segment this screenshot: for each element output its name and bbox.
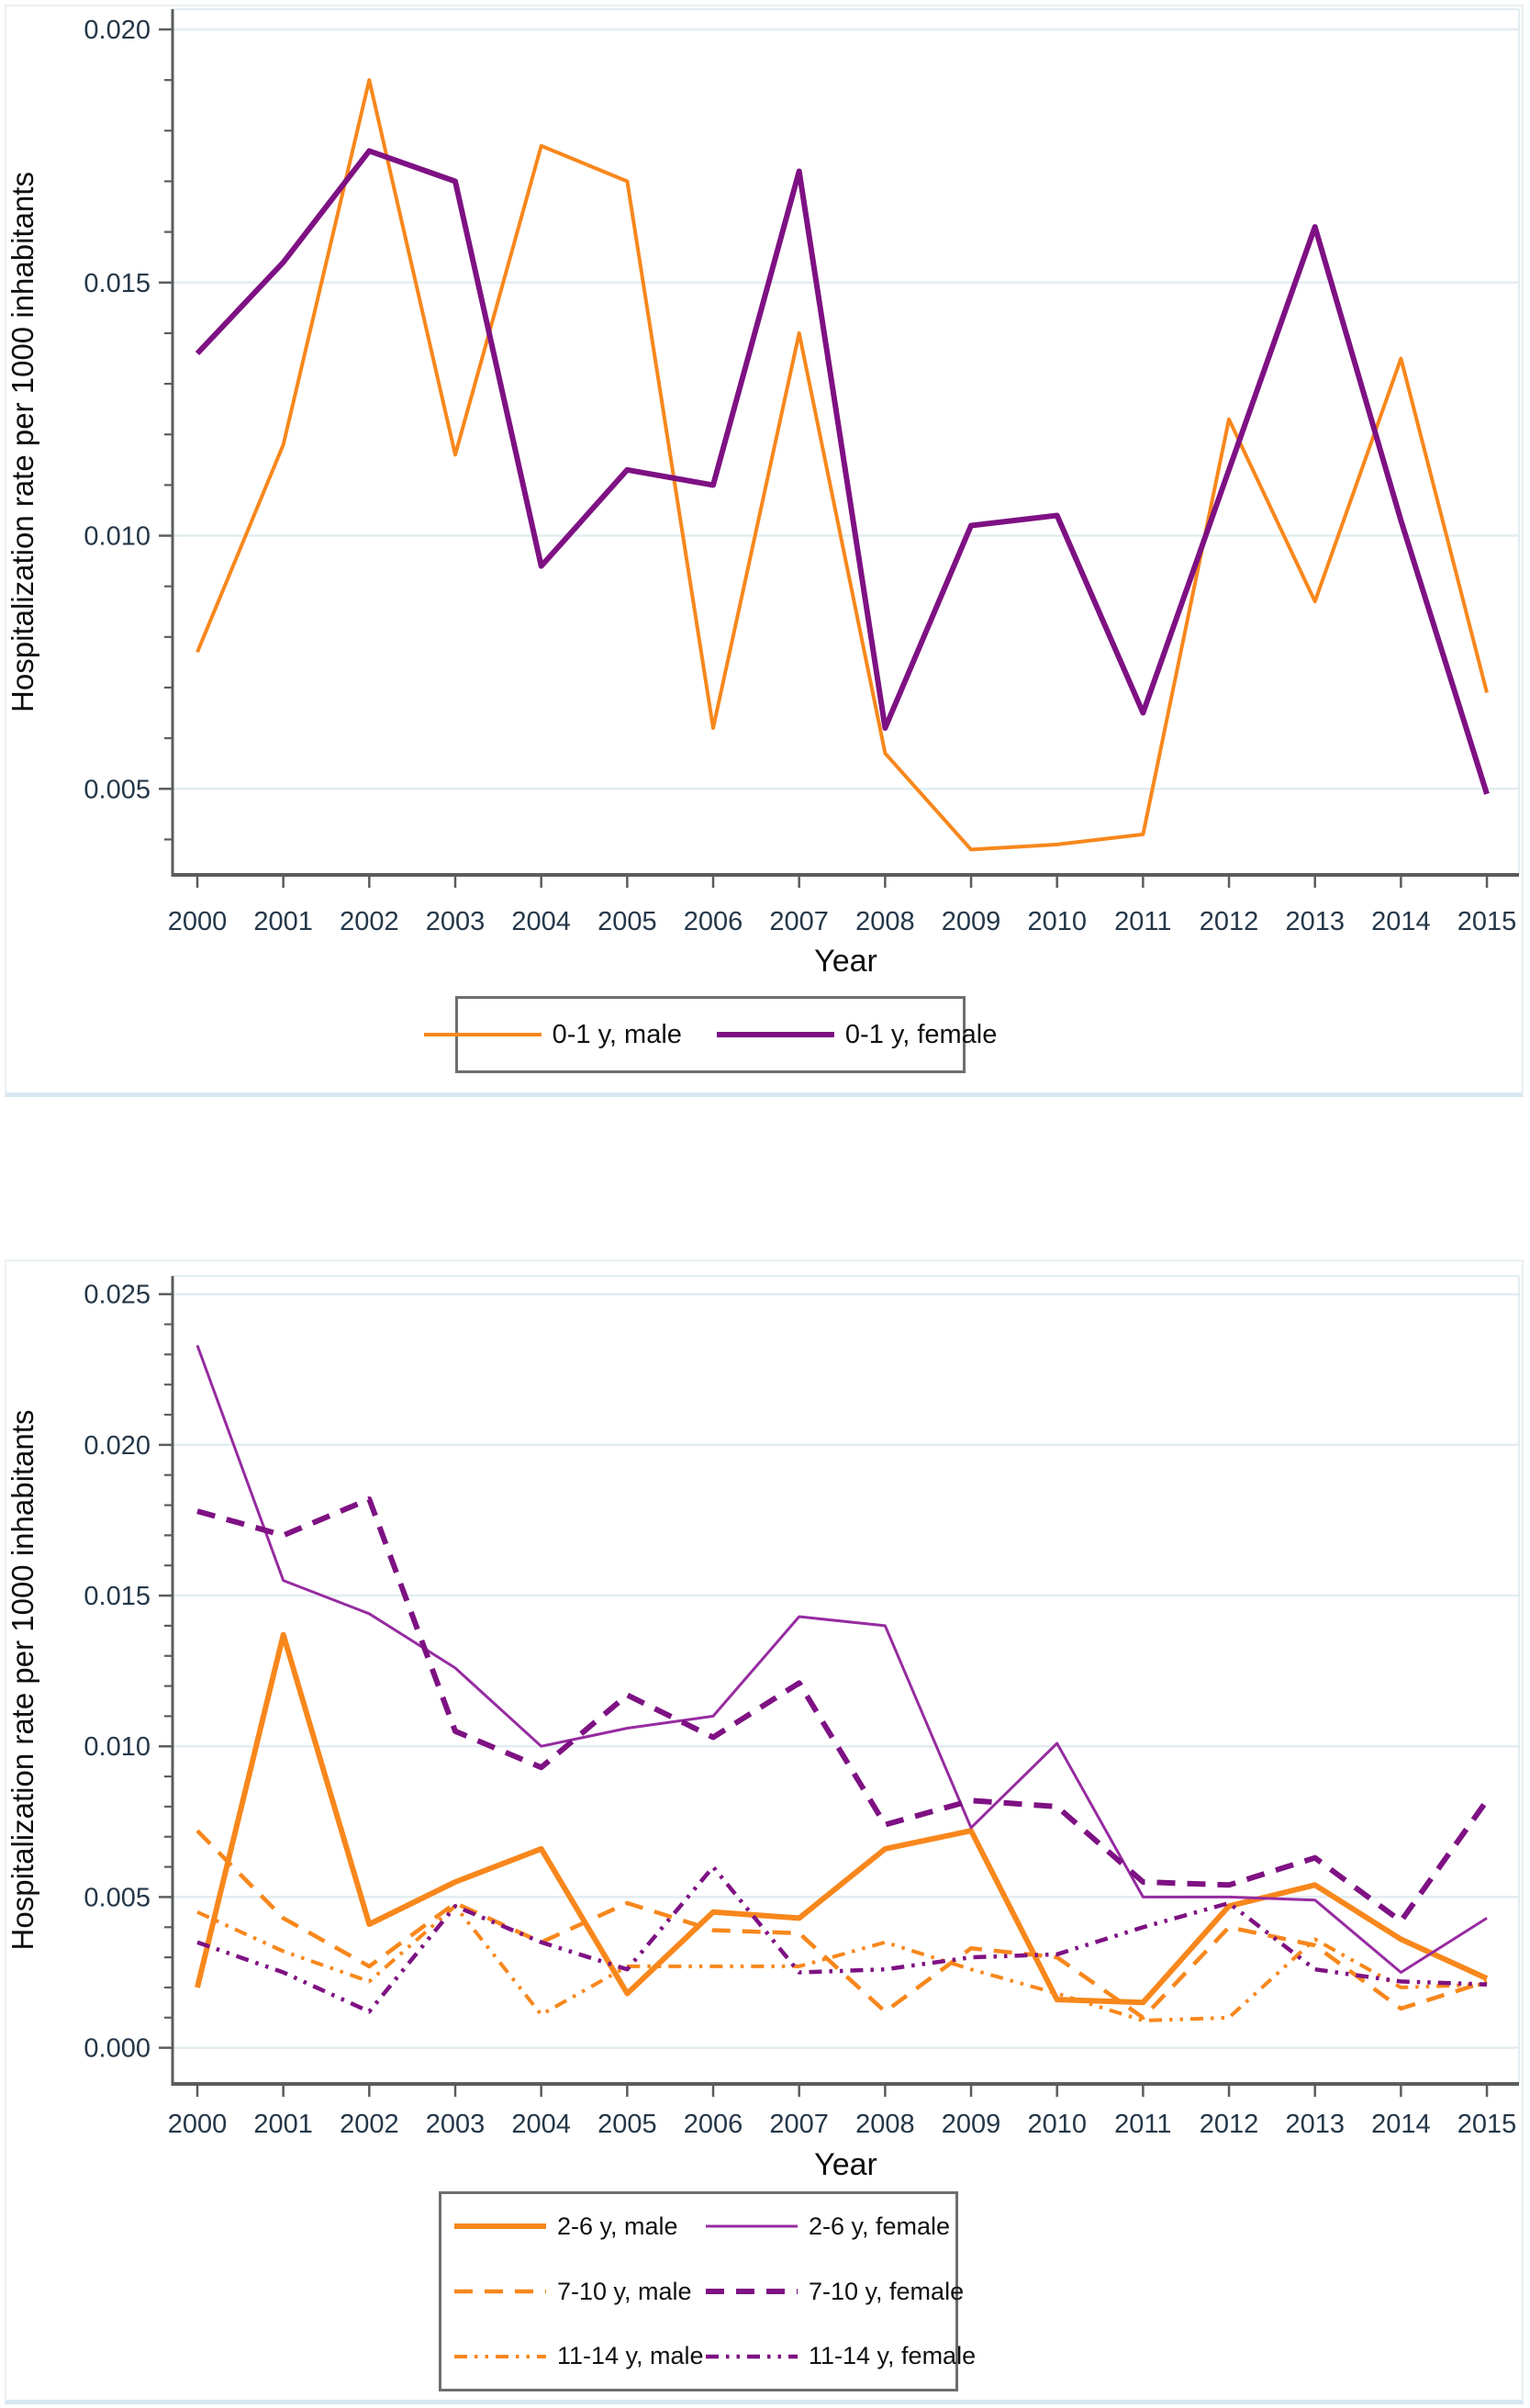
legend-row: 2-6 y, male 2-6 y, female (441, 2194, 955, 2259)
x-tick-label: 2000 (168, 2110, 228, 2139)
legend-line-sample-icon (706, 2289, 798, 2294)
y-tick-label: 0.010 (84, 522, 151, 552)
y-axis-title: Hospitalization rate per 1000 inhabitant… (6, 172, 39, 712)
legend-item-label: 0-1 y, male (552, 1019, 682, 1049)
x-tick-label: 2012 (1200, 2110, 1259, 2139)
x-tick-label: 2002 (340, 907, 399, 936)
series-line-2-6-y-male (195, 1631, 1489, 2006)
legend-item: 11-14 y, male (454, 2342, 704, 2370)
x-tick-label: 2000 (168, 907, 228, 936)
x-tick-label: 2008 (855, 2110, 915, 2139)
y-tick-label: 0.020 (84, 1431, 151, 1461)
figure-panel-top (5, 5, 1524, 1097)
x-tick-label: 2011 (1114, 907, 1171, 936)
y-tick-label: 0.020 (84, 16, 151, 45)
x-tick-label: 2001 (253, 2110, 313, 2139)
x-tick-label: 2013 (1285, 907, 1345, 936)
x-tick-label: 2015 (1457, 2110, 1517, 2139)
x-tick-label: 2013 (1285, 2110, 1345, 2139)
legend-item-label: 2-6 y, male (557, 2212, 678, 2240)
legend-item-label: 7-10 y, male (557, 2277, 692, 2305)
x-tick-label: 2005 (597, 2110, 657, 2139)
legend-line-sample-icon (716, 1032, 834, 1037)
legend-line-sample-icon (454, 2223, 546, 2230)
legend-line-sample-icon (423, 1033, 542, 1036)
legend-item-label: 2-6 y, female (809, 2212, 951, 2240)
x-tick-label: 2004 (511, 907, 571, 936)
x-tick-label: 2012 (1200, 907, 1259, 936)
legend-item: 0-1 y, female (716, 1019, 998, 1050)
x-tick-label: 2003 (426, 907, 486, 936)
x-tick-label: 2006 (684, 907, 743, 936)
legend-item: 7-10 y, male (454, 2278, 693, 2306)
x-tick-label: 2002 (340, 2110, 399, 2139)
legend-item: 2-6 y, female (706, 2212, 965, 2241)
x-tick-label: 2004 (511, 2110, 571, 2139)
x-tick-label: 2005 (597, 907, 657, 936)
x-tick-label: 2015 (1457, 907, 1517, 936)
legend-top-chart: 0-1 y, male 0-1 y, female (423, 996, 997, 1073)
legend-item: 11-14 y, female (706, 2342, 977, 2370)
legend-item-label: 11-14 y, female (809, 2342, 977, 2370)
y-tick-label: 0.015 (84, 269, 151, 298)
chart-bottom: 0.000 0.005 0.010 0.015 0.020 0.025 2000 2001 20… (6, 1275, 1520, 2182)
x-tick-label: 2010 (1027, 907, 1087, 936)
legend-row: 11-14 y, male 11-14 y, female (441, 2324, 976, 2389)
legend-line-sample-icon (706, 2224, 798, 2228)
x-tick-label: 2007 (769, 907, 829, 936)
x-tick-label: 2009 (942, 2110, 1001, 2139)
series-line-11-14-y-female (196, 1865, 1488, 2014)
legend-item-label: 0-1 y, female (844, 1019, 998, 1049)
legend-line-sample-icon (706, 2354, 798, 2358)
x-tick-label: 2006 (684, 2110, 743, 2139)
x-tick-label: 2001 (253, 907, 313, 936)
y-axis-title: Hospitalization rate per 1000 inhabitant… (6, 1410, 39, 1951)
y-tick-label: 0.005 (84, 775, 151, 804)
legend-line-sample-icon (454, 2354, 546, 2358)
legend-line-sample-icon (454, 2289, 546, 2294)
x-tick-label: 2010 (1027, 2110, 1087, 2139)
x-axis-title: Year (814, 2147, 877, 2182)
series-line-7-10-y-female (196, 1496, 1490, 1924)
series-line-2-6-y-female (195, 1344, 1488, 1974)
x-tick-label: 2008 (855, 907, 915, 936)
x-tick-label: 2014 (1371, 2110, 1431, 2139)
y-tick-label: 0.000 (84, 2034, 151, 2064)
y-tick-label: 0.005 (84, 1883, 151, 1912)
legend-row: 0-1 y, male 0-1 y, female (423, 999, 997, 1070)
legend-item: 7-10 y, female (706, 2278, 965, 2306)
series-line-7-10-y-male (195, 1829, 1488, 2021)
legend-item: 0-1 y, male (423, 1019, 682, 1050)
series-line-0-1-y-female (195, 148, 1490, 795)
y-tick-label: 0.025 (84, 1281, 151, 1310)
legend-item-label: 11-14 y, male (557, 2342, 704, 2370)
x-tick-label: 2009 (942, 907, 1001, 936)
y-tick-label: 0.010 (84, 1732, 151, 1762)
legend-item-label: 7-10 y, female (809, 2277, 965, 2305)
y-tick-label: 0.015 (84, 1582, 151, 1611)
series-line-11-14-y-male (196, 1904, 1488, 2022)
legend-row: 7-10 y, male 7-10 y, female (441, 2259, 964, 2324)
legend-bottom-chart: 2-6 y, male 2-6 y, female 7-10 y, male 7-10… (439, 2191, 976, 2391)
x-tick-label: 2007 (769, 2110, 829, 2139)
series-line-0-1-y-male (195, 78, 1489, 852)
chart-top: 0.005 0.010 0.015 0.020 2000 2001 2002 2003 2004… (6, 8, 1520, 979)
x-axis-title: Year (814, 944, 877, 979)
x-tick-label: 2014 (1371, 907, 1431, 936)
x-tick-label: 2003 (426, 2110, 486, 2139)
x-tick-label: 2011 (1114, 2110, 1171, 2139)
legend-item: 2-6 y, male (454, 2212, 693, 2241)
